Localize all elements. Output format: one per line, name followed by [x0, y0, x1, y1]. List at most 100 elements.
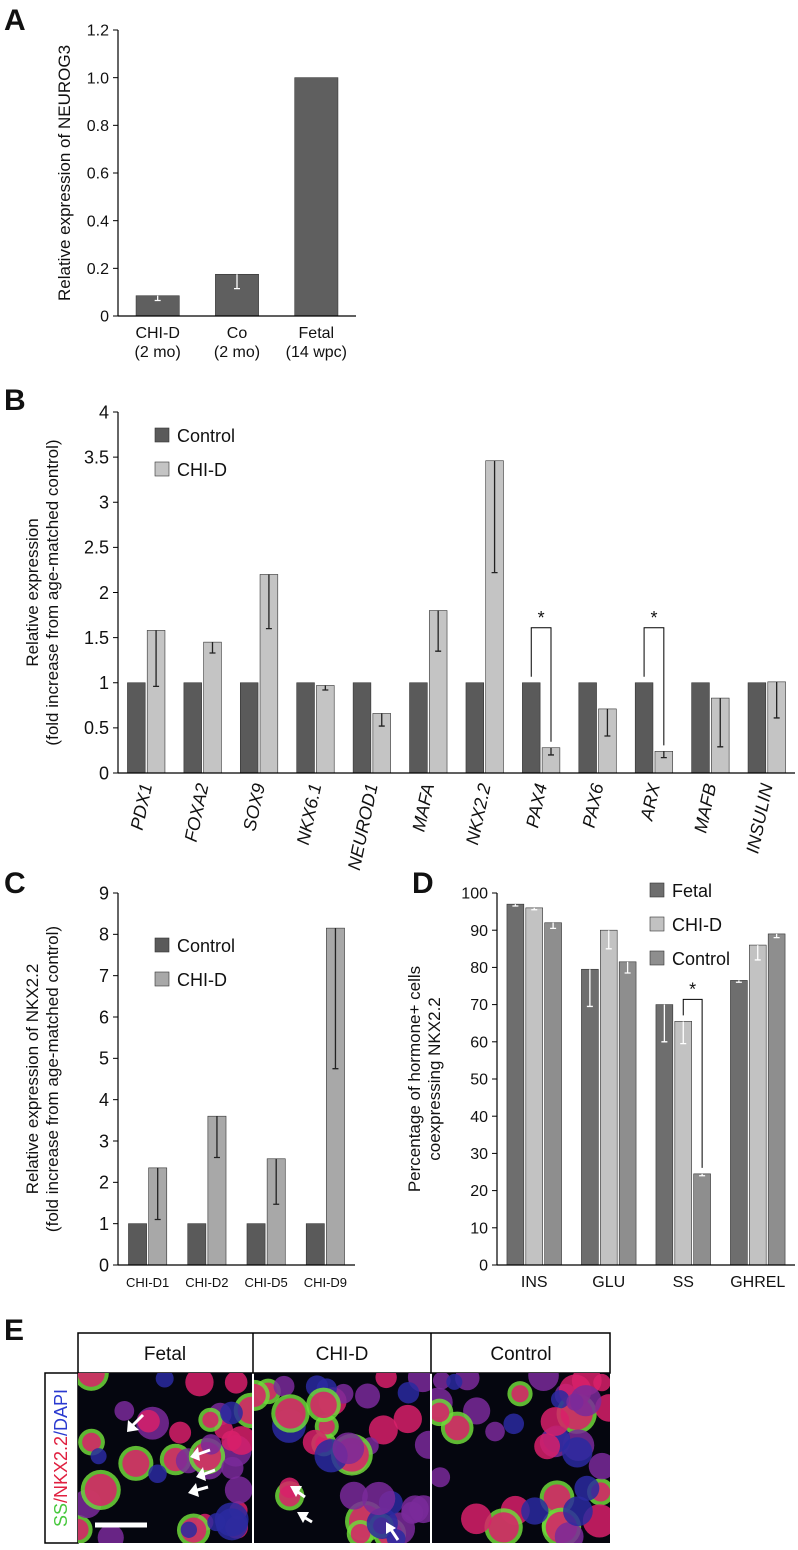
- legend-label: CHI-D: [177, 970, 227, 990]
- bar: [316, 685, 335, 774]
- nucleus: [273, 1375, 295, 1397]
- y-tick-label: 20: [470, 1183, 488, 1200]
- nucleus: [488, 1512, 519, 1543]
- nucleus: [461, 1503, 492, 1535]
- panel-letter: A: [4, 4, 26, 37]
- y-axis-label: Percentage of hormone+ cellscoexpressing…: [405, 966, 444, 1192]
- bar: [730, 980, 748, 1266]
- error-bar: [265, 574, 272, 630]
- nucleus: [137, 1409, 160, 1433]
- legend-swatch: [154, 971, 170, 987]
- legend-swatch: [154, 937, 170, 953]
- nucleus: [339, 1481, 368, 1510]
- y-tick-label: 10: [470, 1220, 488, 1237]
- error-bar: [773, 933, 780, 939]
- y-axis-label: Relative expression(fold increase from a…: [23, 439, 62, 745]
- error-bar: [332, 928, 339, 1070]
- error-bar: [209, 642, 216, 654]
- y-tick-label: 0: [99, 763, 109, 783]
- x-tick-label: GHREL: [730, 1274, 785, 1291]
- nucleus: [122, 1449, 150, 1477]
- x-tick-label: NKX6.1: [293, 782, 325, 847]
- legend-label: CHI-D: [177, 460, 227, 480]
- nucleus: [393, 1404, 422, 1434]
- nucleus: [432, 1402, 450, 1423]
- legend-swatch: [649, 882, 665, 898]
- legend-swatch: [154, 461, 170, 477]
- panel-letter: C: [4, 867, 26, 900]
- x-tick-label: NEUROD1: [344, 782, 382, 872]
- error-bar: [234, 274, 240, 290]
- error-bar: [605, 930, 612, 950]
- stain-part: SS: [51, 1503, 71, 1527]
- x-tick-label: CHI-D5: [244, 1275, 287, 1290]
- nucleus: [432, 1373, 451, 1390]
- y-tick-label: 4: [99, 402, 109, 422]
- y-tick-label: 90: [470, 923, 488, 940]
- nucleus: [221, 1456, 244, 1480]
- nucleus: [148, 1464, 167, 1484]
- bar: [127, 682, 146, 774]
- y-tick-label: 0: [99, 1255, 109, 1275]
- x-tick-label: CHI-D (2 mo): [135, 325, 181, 361]
- y-tick-label: 0: [100, 309, 109, 326]
- panel-letter: D: [412, 867, 434, 900]
- cells: [432, 1373, 610, 1543]
- significance-bracket: [643, 627, 665, 746]
- x-tick-label: CHI-D1: [126, 1275, 169, 1290]
- error-bar: [660, 751, 667, 759]
- nucleus: [97, 1524, 124, 1543]
- nucleus: [543, 1484, 571, 1512]
- bar: [693, 1173, 711, 1266]
- y-tick-label: 0.2: [87, 261, 109, 278]
- error-bar: [491, 460, 498, 574]
- nucleus: [155, 1373, 174, 1388]
- error-bar: [213, 1116, 220, 1159]
- y-tick-label: 5: [99, 1049, 109, 1069]
- legend-label: Control: [177, 426, 235, 446]
- bar: [618, 961, 637, 1266]
- nucleus: [355, 1383, 381, 1409]
- nucleus: [221, 1430, 242, 1451]
- legend-swatch: [649, 950, 665, 966]
- y-tick-label: 3.5: [84, 447, 109, 467]
- y-axis-label: Relative expression of NEUROG3: [55, 45, 74, 301]
- nucleus: [224, 1373, 248, 1394]
- y-tick-label: 2: [99, 1173, 109, 1193]
- x-tick-label: SS: [673, 1274, 694, 1291]
- bar: [544, 922, 562, 1266]
- y-tick-label: 0.4: [87, 213, 109, 230]
- x-tick-label: FOXA2: [181, 782, 213, 844]
- y-tick-label: 80: [470, 960, 488, 977]
- nucleus: [588, 1452, 610, 1480]
- nucleus: [563, 1496, 593, 1527]
- legend-swatch: [154, 427, 170, 443]
- column-header: Control: [490, 1344, 551, 1365]
- nucleus: [444, 1415, 470, 1441]
- nucleus: [401, 1501, 424, 1524]
- y-tick-label: 100: [461, 886, 488, 903]
- legend-label: Control: [177, 936, 235, 956]
- nucleus: [503, 1413, 525, 1435]
- y-axis-label: Relative expression of NKX2.2(fold incre…: [23, 926, 62, 1232]
- x-tick-label: INSULIN: [742, 781, 777, 856]
- bar: [674, 1021, 692, 1266]
- nucleus: [318, 1418, 335, 1435]
- error-bar: [322, 685, 329, 691]
- error-bar: [435, 610, 442, 652]
- error-bar: [680, 1021, 687, 1045]
- stain-label-box: [44, 1372, 79, 1544]
- bar: [294, 77, 339, 317]
- x-tick-label: INS: [521, 1274, 548, 1291]
- y-tick-label: 0.5: [84, 718, 109, 738]
- stain-part: /NKX2.2: [51, 1436, 71, 1503]
- y-tick-label: 40: [470, 1109, 488, 1126]
- nucleus: [180, 1521, 198, 1538]
- nucleus: [332, 1432, 365, 1465]
- bar: [634, 682, 654, 774]
- nucleus: [446, 1373, 463, 1390]
- nucleus: [528, 1373, 559, 1392]
- nucleus: [202, 1411, 219, 1428]
- bar: [581, 968, 599, 1266]
- bar: [296, 682, 315, 774]
